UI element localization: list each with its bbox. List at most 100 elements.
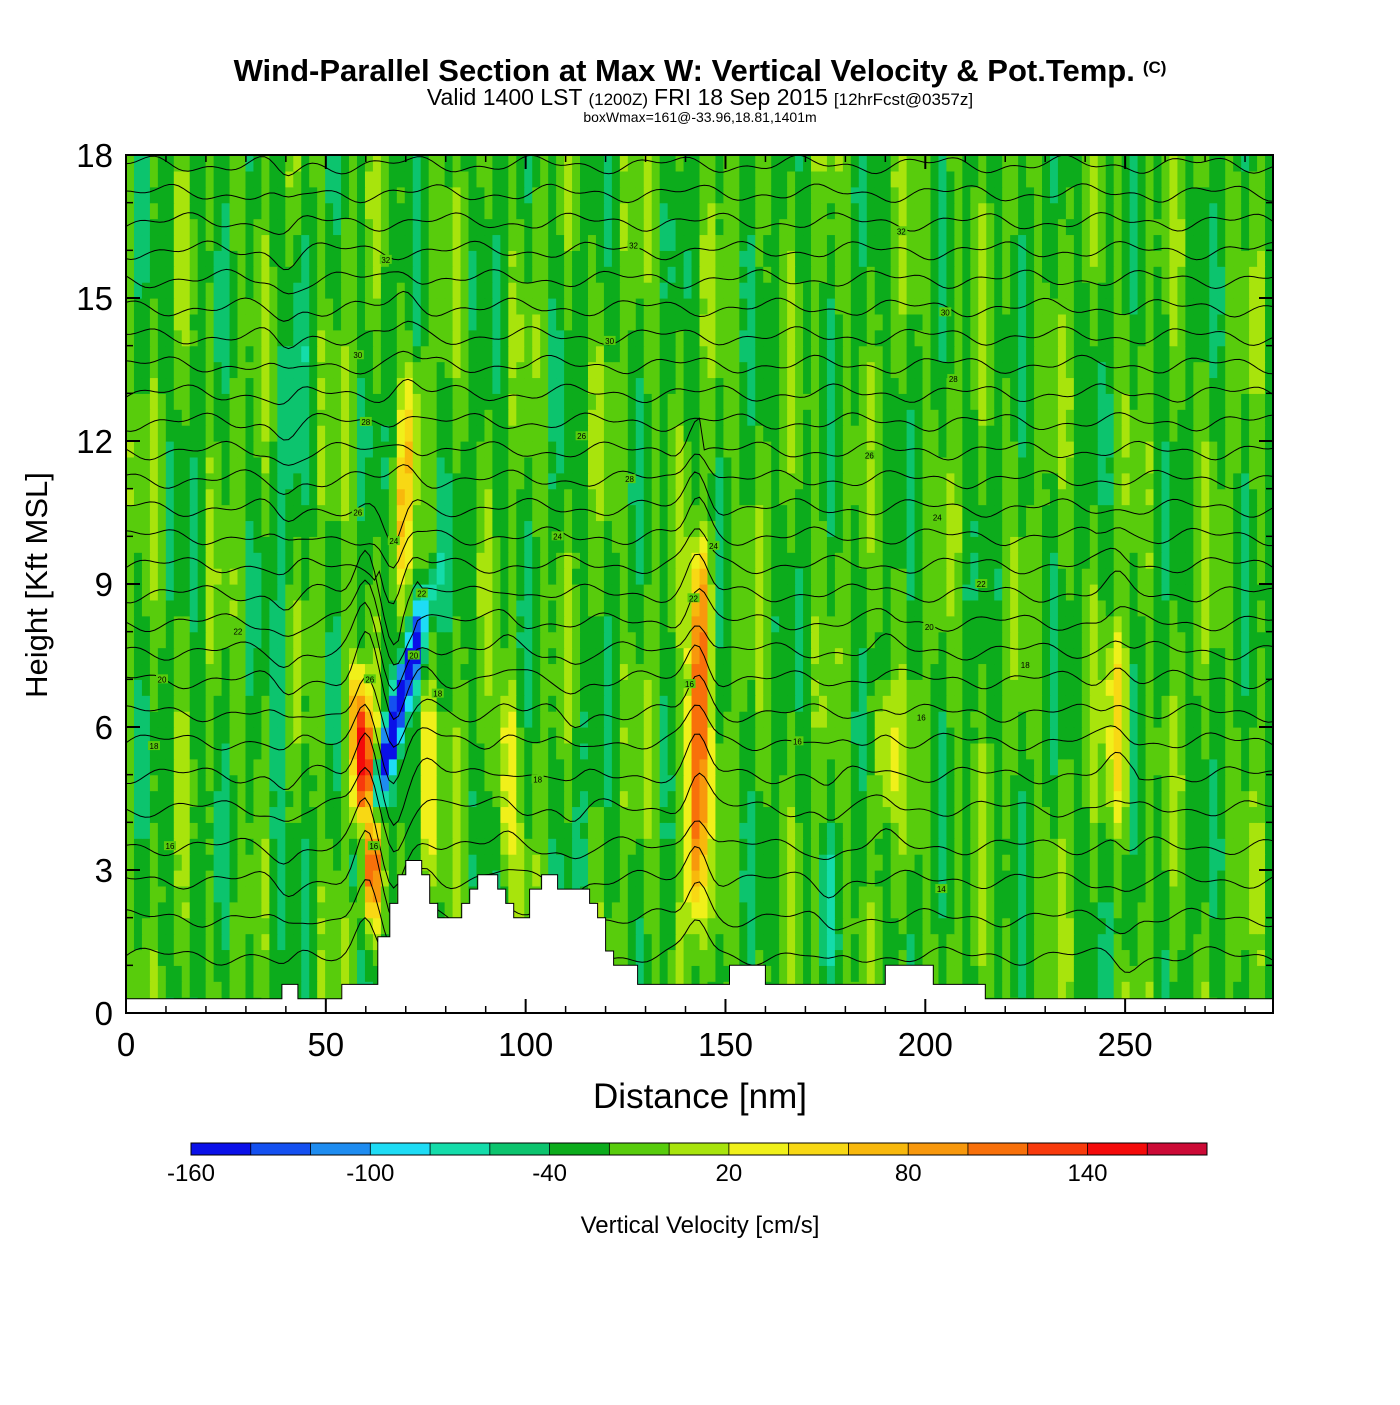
velocity-cell bbox=[157, 711, 167, 728]
velocity-cell bbox=[1097, 822, 1107, 839]
velocity-cell bbox=[1193, 488, 1202, 506]
velocity-cell bbox=[197, 599, 207, 617]
velocity-cell bbox=[1018, 584, 1027, 601]
velocity-cell bbox=[1097, 568, 1107, 585]
velocity-cell bbox=[1010, 631, 1019, 649]
velocity-cell bbox=[181, 981, 191, 998]
velocity-cell bbox=[1026, 870, 1035, 887]
velocity-cell bbox=[1217, 679, 1226, 696]
velocity-cell bbox=[1161, 838, 1171, 855]
velocity-cell bbox=[723, 965, 732, 982]
velocity-cell bbox=[691, 504, 701, 522]
velocity-cell bbox=[731, 504, 740, 522]
velocity-cell bbox=[1049, 568, 1059, 585]
velocity-cell bbox=[508, 631, 517, 649]
velocity-cell bbox=[1121, 711, 1131, 728]
velocity-cell bbox=[763, 949, 772, 966]
velocity-cell bbox=[643, 933, 653, 951]
velocity-cell bbox=[954, 536, 963, 553]
velocity-cell bbox=[484, 854, 494, 871]
velocity-cell bbox=[173, 854, 183, 871]
velocity-cell bbox=[484, 631, 494, 649]
velocity-cell bbox=[1129, 901, 1139, 919]
velocity-cell bbox=[1042, 536, 1051, 553]
velocity-cell bbox=[818, 599, 828, 617]
velocity-cell bbox=[173, 933, 183, 951]
velocity-cell bbox=[213, 727, 223, 744]
velocity-cell bbox=[556, 568, 565, 585]
velocity-cell bbox=[356, 933, 366, 951]
velocity-cell bbox=[349, 663, 358, 680]
velocity-cell bbox=[317, 695, 326, 712]
velocity-cell bbox=[699, 838, 709, 855]
velocity-cell bbox=[619, 631, 629, 649]
velocity-cell bbox=[587, 536, 597, 553]
velocity-cell bbox=[739, 599, 748, 617]
velocity-cell bbox=[890, 584, 900, 601]
velocity-cell bbox=[1225, 870, 1234, 887]
velocity-cell bbox=[619, 584, 629, 601]
velocity-cell bbox=[818, 917, 828, 935]
velocity-cell bbox=[595, 599, 605, 617]
velocity-cell bbox=[739, 520, 748, 537]
velocity-cell bbox=[580, 599, 589, 617]
velocity-cell bbox=[1089, 647, 1099, 665]
velocity-cell bbox=[643, 504, 653, 522]
velocity-cell bbox=[1257, 949, 1266, 966]
velocity-cell bbox=[460, 599, 470, 617]
velocity-cell bbox=[1097, 663, 1107, 680]
velocity-cell bbox=[858, 568, 868, 585]
velocity-cell bbox=[237, 599, 247, 617]
velocity-cell bbox=[1049, 949, 1059, 966]
velocity-cell bbox=[1193, 742, 1202, 760]
velocity-cell bbox=[914, 695, 924, 712]
velocity-cell bbox=[1097, 742, 1107, 760]
velocity-cell bbox=[587, 806, 597, 823]
velocity-cell bbox=[1105, 822, 1115, 839]
velocity-cell bbox=[683, 488, 693, 506]
velocity-cell bbox=[396, 727, 406, 744]
velocity-cell bbox=[269, 822, 278, 839]
velocity-cell bbox=[1105, 901, 1115, 919]
velocity-cell bbox=[500, 663, 509, 680]
velocity-cell bbox=[747, 933, 756, 951]
velocity-cell bbox=[1002, 806, 1011, 823]
velocity-cell bbox=[691, 568, 701, 585]
velocity-cell bbox=[1042, 742, 1051, 760]
velocity-cell bbox=[818, 472, 828, 490]
velocity-cell bbox=[866, 568, 876, 585]
velocity-cell bbox=[309, 933, 318, 951]
velocity-cell bbox=[978, 822, 987, 839]
velocity-cell bbox=[1225, 949, 1234, 966]
velocity-cell bbox=[731, 870, 740, 887]
velocity-cell bbox=[301, 695, 310, 712]
velocity-cell bbox=[1193, 838, 1202, 855]
velocity-cell bbox=[1129, 663, 1139, 680]
velocity-cell bbox=[492, 536, 501, 553]
velocity-cell bbox=[181, 663, 191, 680]
velocity-cell bbox=[1145, 711, 1155, 728]
velocity-cell bbox=[651, 758, 661, 776]
velocity-cell bbox=[356, 599, 366, 617]
velocity-cell bbox=[787, 870, 796, 887]
velocity-cell bbox=[500, 854, 509, 871]
velocity-cell bbox=[444, 631, 454, 649]
velocity-cell bbox=[715, 488, 724, 506]
velocity-cell bbox=[938, 758, 948, 776]
velocity-cell bbox=[126, 552, 135, 569]
velocity-cell bbox=[181, 520, 191, 537]
velocity-cell bbox=[237, 631, 247, 649]
velocity-cell bbox=[659, 727, 669, 744]
velocity-cell bbox=[325, 663, 334, 680]
velocity-cell bbox=[404, 504, 414, 522]
velocity-cell bbox=[898, 647, 908, 665]
velocity-cell bbox=[683, 727, 693, 744]
velocity-cell bbox=[659, 584, 669, 601]
velocity-cell bbox=[1257, 901, 1266, 919]
velocity-cell bbox=[914, 854, 924, 871]
velocity-cell bbox=[500, 631, 509, 649]
velocity-cell bbox=[1153, 679, 1163, 696]
velocity-cell bbox=[731, 520, 740, 537]
velocity-cell bbox=[293, 870, 302, 887]
velocity-cell bbox=[508, 584, 517, 601]
